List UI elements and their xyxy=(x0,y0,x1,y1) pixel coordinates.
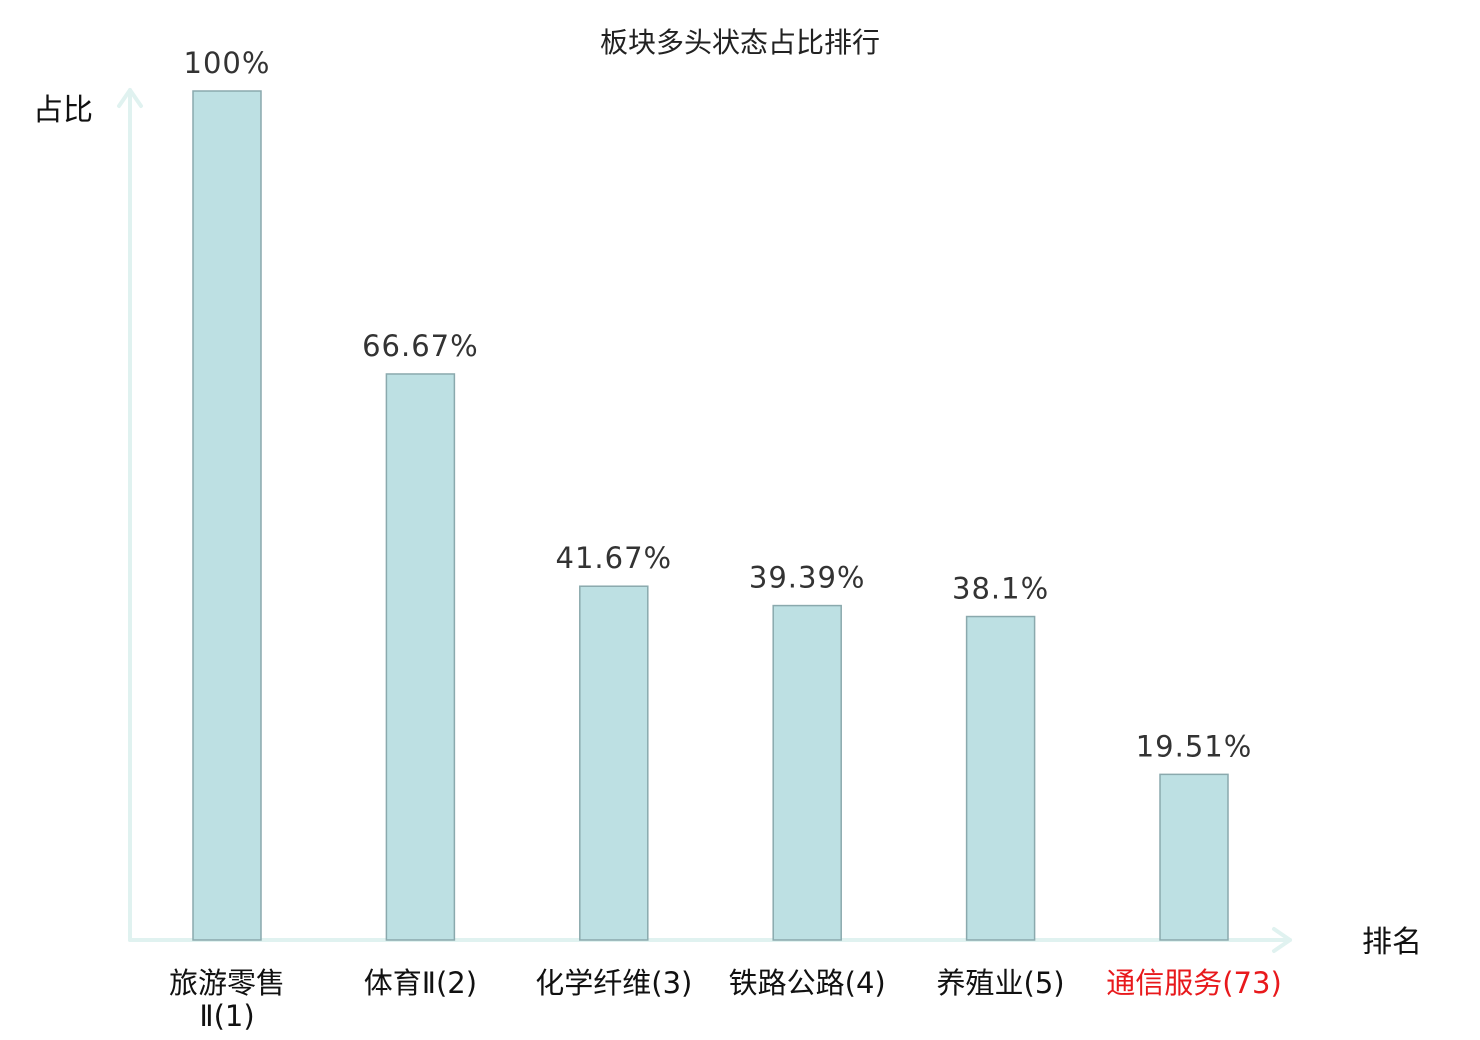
value-labels-group: 100% 66.67% 41.67% 39.39% 38.1% 19.51% xyxy=(184,46,1253,763)
x-tick-label: 旅游零售 Ⅱ(1) xyxy=(169,966,285,1033)
bar-value-label: 39.39% xyxy=(749,561,866,595)
y-axis-label: 占比 xyxy=(33,93,93,128)
bar-value-label: 66.67% xyxy=(362,329,479,363)
x-tick-label: 养殖业(5) xyxy=(937,966,1065,1000)
bar-value-label: 100% xyxy=(184,46,271,80)
bar xyxy=(965,615,1036,941)
bars-group xyxy=(192,90,1229,941)
bar-value-label: 41.67% xyxy=(556,541,673,575)
bar xyxy=(579,585,649,941)
bar-value-label: 19.51% xyxy=(1136,729,1253,763)
axes xyxy=(117,88,1292,953)
x-axis-label: 排名 xyxy=(1362,925,1422,960)
chart-title: 板块多头状态占比排行 xyxy=(600,26,880,59)
bar xyxy=(385,373,456,941)
bar xyxy=(772,604,842,941)
y-axis-arrow xyxy=(117,88,143,108)
category-labels-group: 旅游零售 Ⅱ(1) 体育Ⅱ(2) 化学纤维(3) 铁路公路(4) 养殖业(5) 通信服务(7… xyxy=(169,966,1282,1033)
x-axis-arrow xyxy=(1272,927,1292,953)
x-tick-label: 体育Ⅱ(2) xyxy=(364,966,477,1000)
bar xyxy=(192,90,262,941)
x-tick-label: 化学纤维(3) xyxy=(535,966,692,1000)
bar xyxy=(1159,773,1229,941)
x-tick-label: 通信服务(73) xyxy=(1106,966,1282,1000)
x-tick-label: 铁路公路(4) xyxy=(729,966,886,1000)
bar-value-label: 38.1% xyxy=(952,572,1049,606)
